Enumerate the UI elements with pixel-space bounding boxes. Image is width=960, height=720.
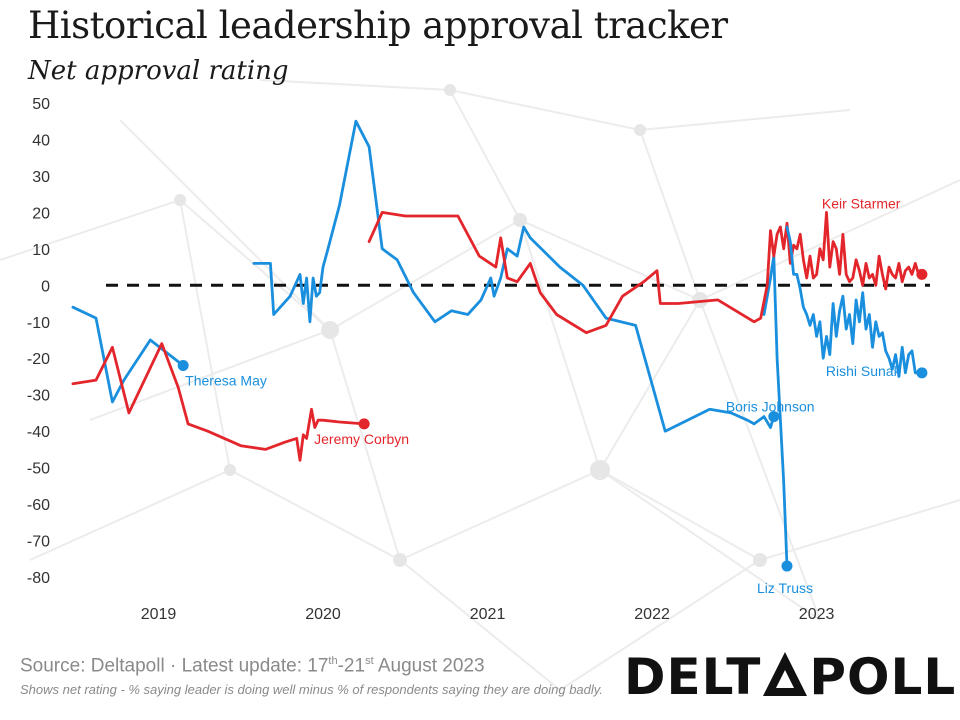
series-label: Jeremy Corbyn	[314, 431, 409, 447]
series-line	[785, 225, 924, 378]
series-line	[367, 211, 924, 335]
series-end-marker	[177, 360, 189, 372]
y-tick-label: -10	[27, 315, 50, 332]
y-tick-label: -70	[27, 534, 50, 551]
series-label: Rishi Sunak	[826, 363, 902, 379]
series-line	[71, 305, 185, 404]
series-end-marker	[768, 411, 780, 423]
x-tick-label: 2023	[799, 606, 835, 623]
series-line	[762, 254, 789, 568]
series-label: Keir Starmer	[822, 195, 901, 211]
series-labels: Theresa May Jeremy Corbyn Boris Johnson Liz…	[185, 195, 901, 596]
x-tick-label: 2022	[634, 606, 670, 623]
y-tick-label: -20	[27, 351, 50, 368]
x-tick-label: 2020	[305, 606, 341, 623]
series-end-marker	[358, 418, 370, 430]
y-tick-label: 30	[32, 169, 50, 186]
y-tick-label: -60	[27, 497, 50, 514]
y-tick-label: 0	[41, 278, 50, 295]
y-tick-label: 40	[32, 132, 50, 149]
series-line	[252, 119, 776, 433]
series-label: Boris Johnson	[726, 399, 815, 415]
x-tick-label: 2021	[470, 606, 506, 623]
series-end-marker	[916, 367, 928, 379]
series-end-marker	[781, 560, 793, 572]
y-tick-label: 50	[32, 96, 50, 113]
y-tick-label: -80	[27, 570, 50, 587]
x-tick-label: 2019	[141, 606, 177, 623]
source-line: Source: Deltapoll · Latest update: 17th-…	[20, 655, 485, 677]
series-line	[71, 342, 366, 462]
methodology-note: Shows net rating - % saying leader is do…	[20, 682, 603, 697]
series-lines	[71, 119, 928, 572]
y-tick-label: 10	[32, 242, 50, 259]
chart-title: Historical leadership approval tracker	[28, 4, 728, 47]
y-axis: 50 40 30 20 10 0 -10 -20 -30 -40 -50 -60 -70 -80	[27, 96, 50, 587]
x-axis: 2019 2020 2021 2022 2023	[141, 606, 835, 623]
series-label: Theresa May	[185, 373, 267, 389]
y-tick-label: 20	[32, 205, 50, 222]
y-tick-label: -30	[27, 388, 50, 405]
deltapoll-logo: DELT POLL	[624, 648, 957, 706]
y-tick-label: -50	[27, 461, 50, 478]
chart-subtitle: Net approval rating	[28, 56, 289, 86]
y-tick-label: -40	[27, 424, 50, 441]
series-label: Liz Truss	[757, 580, 813, 596]
series-end-marker	[916, 268, 928, 280]
logo-triangle-icon	[763, 652, 808, 696]
